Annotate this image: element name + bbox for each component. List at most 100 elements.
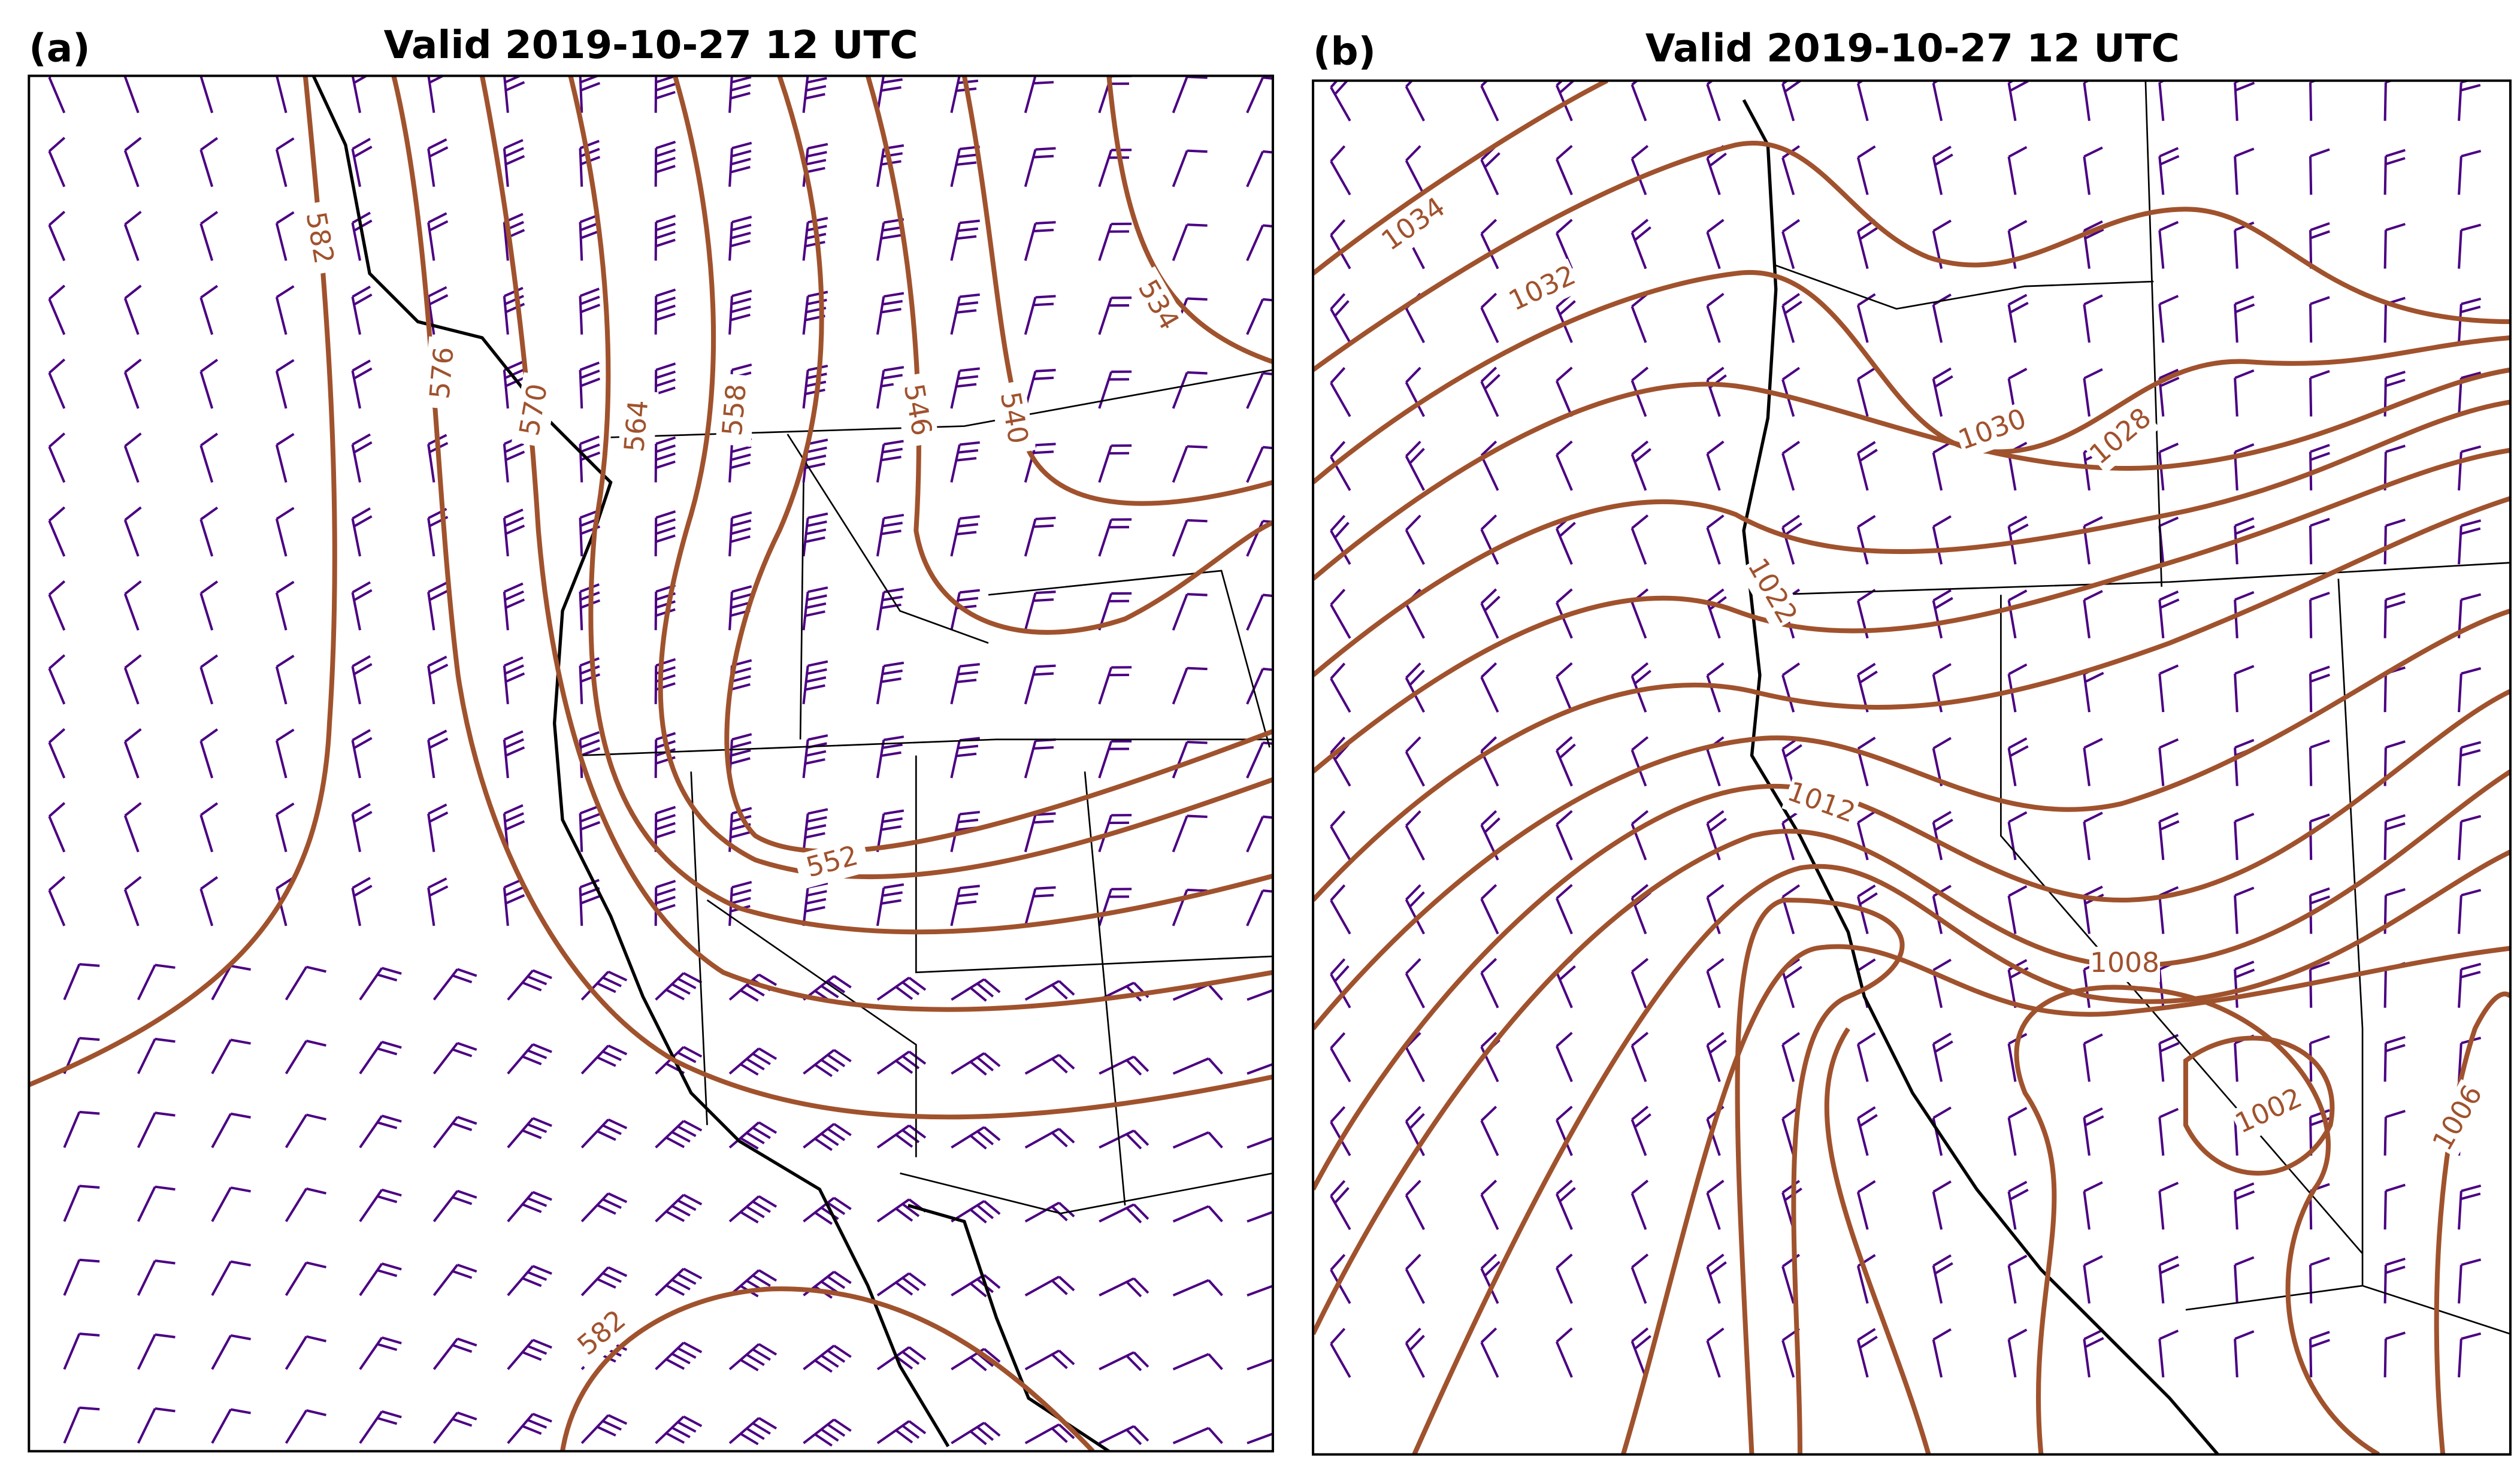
wind-barb — [123, 75, 140, 114]
wind-barb — [2309, 739, 2330, 786]
wind-barb — [2158, 1329, 2179, 1378]
wind-barb — [1630, 144, 1649, 195]
wind-barb — [876, 661, 904, 705]
wind-barb — [2007, 1255, 2028, 1304]
wind-barb — [580, 1192, 628, 1223]
wind-barb — [123, 506, 142, 557]
wind-barb — [1172, 983, 1223, 1001]
wind-barb — [1630, 440, 1651, 491]
wind-barb — [1630, 366, 1649, 417]
contour-label-bg — [512, 372, 559, 448]
wind-barb — [507, 969, 552, 1001]
wind-barb — [359, 1410, 402, 1444]
wind-barb — [507, 1413, 552, 1444]
wind-barb — [2007, 737, 2029, 786]
wind-barb — [351, 802, 373, 852]
wind-barb — [2458, 1332, 2482, 1378]
wind-barb — [1098, 75, 1132, 113]
wind-barb — [1480, 80, 1499, 122]
wind-barb — [2083, 1255, 2103, 1304]
wind-barb — [351, 285, 373, 335]
wind-barb — [1098, 888, 1132, 926]
wind-barb — [950, 515, 980, 557]
wind-barb — [1330, 514, 1351, 565]
wind-barb — [2158, 1182, 2179, 1230]
wind-barb — [1172, 1205, 1223, 1223]
wind-barb — [2234, 665, 2255, 713]
wind-barb — [1706, 662, 1725, 713]
wind-barb — [1247, 1432, 1273, 1444]
wind-barb — [654, 805, 676, 852]
wind-barb — [2007, 589, 2028, 639]
wind-barb — [1856, 810, 1876, 861]
wind-barb — [951, 1052, 1001, 1076]
wind-barb — [655, 1194, 703, 1223]
wind-barb — [2458, 150, 2482, 195]
wind-barb — [1330, 589, 1351, 639]
wind-barb — [728, 1195, 778, 1224]
wind-barb — [2383, 592, 2406, 638]
wind-barb — [951, 1200, 1001, 1223]
wind-barb — [427, 877, 449, 926]
wind-barb — [503, 75, 525, 113]
wind-barb — [211, 964, 251, 1001]
wind-barb — [2083, 885, 2104, 934]
wind-barb — [2309, 517, 2330, 565]
wind-barb — [359, 1336, 402, 1370]
wind-barb — [1706, 958, 1725, 1008]
wind-barb — [48, 284, 66, 335]
wind-barb — [2309, 1331, 2330, 1377]
wind-barb — [1781, 884, 1801, 934]
wind-barb — [2007, 811, 2028, 861]
wind-barb — [579, 509, 601, 556]
wind-barb — [199, 802, 219, 853]
wind-barb — [1024, 812, 1056, 853]
wind-barb — [876, 883, 904, 926]
wind-barb — [1099, 1055, 1149, 1076]
wind-barb — [1247, 1062, 1273, 1075]
wind-barb — [211, 1408, 251, 1444]
wind-barb — [2083, 220, 2104, 269]
contour-label: 576 — [423, 346, 459, 400]
wind-barb — [654, 362, 676, 409]
wind-barb — [950, 293, 980, 335]
wind-barb — [802, 290, 828, 335]
wind-barb — [2383, 518, 2406, 565]
wind-barb — [1246, 889, 1273, 926]
wind-barb — [803, 1049, 852, 1077]
wind-barb — [803, 1344, 852, 1373]
wind-barb — [728, 216, 752, 261]
wind-barb — [2083, 1033, 2103, 1082]
wind-barb — [1405, 514, 1425, 565]
wind-barb — [137, 964, 176, 1001]
wind-barb — [507, 1043, 552, 1075]
wind-barb — [802, 734, 828, 779]
wind-barb — [1480, 1105, 1499, 1156]
wind-barb — [1172, 445, 1208, 483]
wind-barb — [876, 735, 904, 779]
wind-barb — [654, 584, 676, 631]
wind-barb — [48, 654, 66, 705]
wind-barb — [876, 1050, 927, 1075]
wind-barb — [1247, 989, 1273, 1001]
wind-barb — [2158, 738, 2179, 786]
wind-barb — [427, 138, 449, 187]
wind-barb — [1098, 444, 1132, 483]
wind-barb — [2458, 889, 2482, 934]
wind-barb — [1856, 1032, 1876, 1082]
wind-barb — [876, 513, 904, 557]
wind-barb — [728, 733, 752, 779]
wind-barb — [285, 1261, 326, 1297]
wind-barb — [2234, 961, 2255, 1008]
wind-barb — [48, 210, 66, 261]
wind-barb — [654, 658, 676, 704]
wind-barb — [1630, 736, 1649, 787]
wind-barb — [2383, 149, 2406, 195]
wind-barb — [351, 75, 369, 113]
wind-barb — [1932, 811, 1953, 861]
wind-barb — [950, 219, 980, 261]
wind-barb — [802, 586, 828, 631]
wind-barb — [359, 1262, 402, 1297]
wind-barb — [1330, 1253, 1351, 1304]
wind-barb — [1932, 958, 1952, 1008]
